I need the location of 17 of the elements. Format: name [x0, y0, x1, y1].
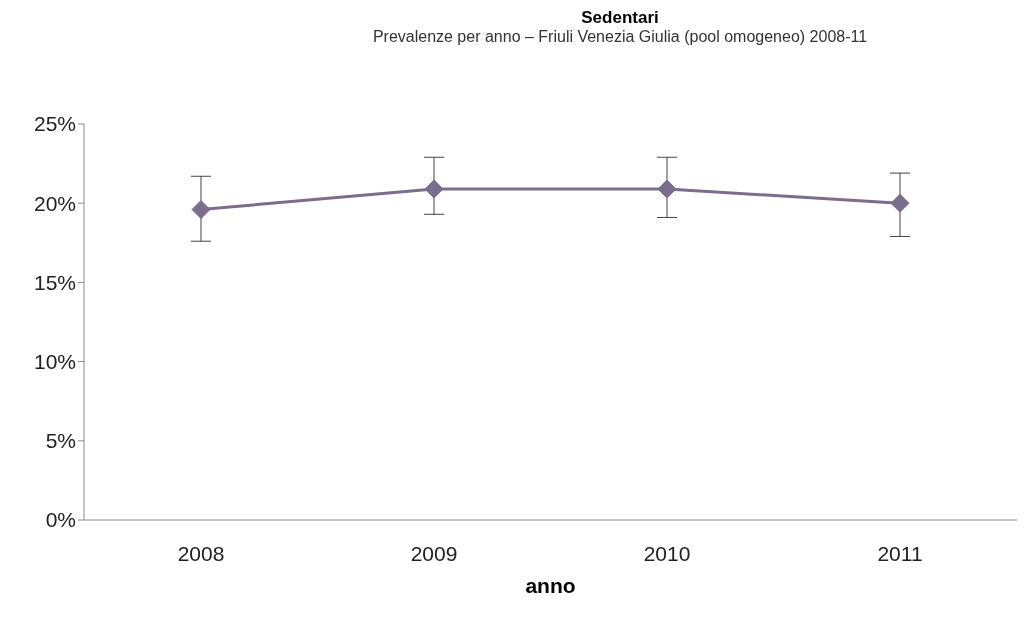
point	[424, 179, 444, 199]
x-tick-label: 2010	[643, 541, 691, 565]
point	[191, 200, 211, 220]
x-tick-label: 2009	[410, 541, 458, 565]
y-tick-label: 20%	[33, 191, 76, 215]
point	[657, 179, 677, 199]
y-tick-label: 25%	[33, 112, 76, 136]
point	[890, 193, 910, 213]
chart-subtitle: Prevalenze per anno – Friuli Venezia Giulia (pool omogeneo) 2008-11	[371, 28, 869, 46]
y-tick-label: 0%	[45, 508, 76, 532]
y-tick-label: 10%	[33, 350, 76, 374]
x-tick-label: 2008	[177, 541, 225, 565]
y-tick-label: 15%	[33, 270, 76, 294]
chart-title: Sedentari	[580, 8, 660, 28]
x-axis-title: anno	[524, 574, 577, 598]
y-tick-label: 5%	[45, 429, 76, 453]
x-tick-label: 2011	[877, 541, 923, 565]
